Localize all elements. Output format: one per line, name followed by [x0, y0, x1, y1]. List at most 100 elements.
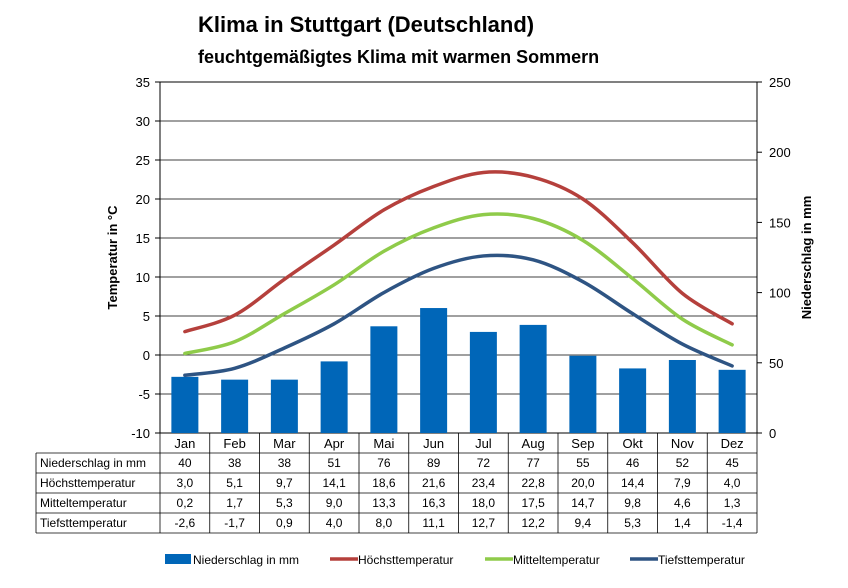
legend-label: Tiefsttemperatur	[658, 553, 745, 567]
table-cell: 38	[228, 456, 242, 470]
table-cell: 9,7	[276, 476, 293, 490]
table-cell: 72	[477, 456, 491, 470]
table-cell: 20,0	[571, 476, 595, 490]
table-cell: 40	[178, 456, 192, 470]
table-cell: 8,0	[376, 516, 393, 530]
table-cell: 14,1	[322, 476, 346, 490]
right-tick-label: 0	[769, 426, 776, 441]
legend-label: Niederschlag in mm	[193, 553, 299, 567]
left-tick-label: 10	[136, 270, 150, 285]
category-label: Mar	[273, 436, 296, 451]
table-cell: 9,4	[575, 516, 592, 530]
table-cell: 9,8	[624, 496, 641, 510]
left-tick-label: 30	[136, 114, 150, 129]
table-cell: 7,9	[674, 476, 691, 490]
chart-subtitle: feuchtgemäßigtes Klima mit warmen Sommer…	[198, 47, 600, 67]
table-cell: 89	[427, 456, 441, 470]
legend-label: Höchsttemperatur	[358, 553, 453, 567]
table-row-label: Höchsttemperatur	[40, 476, 135, 490]
table-cell: 12,2	[521, 516, 545, 530]
precipitation-bar	[171, 376, 199, 433]
table-cell: 23,4	[472, 476, 496, 490]
right-tick-label: 150	[769, 215, 791, 230]
table-cell: 4,6	[674, 496, 691, 510]
precipitation-bar	[619, 368, 647, 433]
table-cell: 18,0	[472, 496, 496, 510]
legend-label: Mitteltemperatur	[513, 553, 600, 567]
precipitation-bar	[519, 324, 547, 433]
precipitation-bar	[420, 308, 448, 433]
category-label: Jan	[174, 436, 195, 451]
table-cell: 21,6	[422, 476, 446, 490]
table-cell: 14,4	[621, 476, 645, 490]
table-cell: 22,8	[521, 476, 545, 490]
max-temperature-line	[183, 170, 734, 334]
table-cell: 5,3	[276, 496, 293, 510]
table-cell: 45	[725, 456, 739, 470]
table-cell: 4,0	[724, 476, 741, 490]
precipitation-bar	[718, 369, 746, 433]
table-cell: 14,7	[571, 496, 595, 510]
left-tick-label: 20	[136, 192, 150, 207]
table-cell: 1,4	[674, 516, 691, 530]
right-tick-label: 250	[769, 75, 791, 90]
right-tick-label: 100	[769, 286, 791, 301]
left-tick-label: 5	[143, 309, 150, 324]
right-axis-title: Niederschlag in mm	[799, 196, 814, 320]
table-cell: 17,5	[521, 496, 545, 510]
table-cell: 4,0	[326, 516, 343, 530]
precipitation-bar	[668, 359, 696, 433]
table-cell: 0,9	[276, 516, 293, 530]
table-row-label: Mitteltemperatur	[40, 496, 127, 510]
table-cell: 46	[626, 456, 640, 470]
table-cell: 3,0	[177, 476, 194, 490]
left-tick-label: 15	[136, 231, 150, 246]
table-cell: 51	[327, 456, 341, 470]
category-label: Feb	[223, 436, 245, 451]
precipitation-bar	[569, 355, 597, 433]
category-label: Sep	[571, 436, 594, 451]
table-cell: 52	[676, 456, 690, 470]
table-cell: 13,3	[372, 496, 396, 510]
table-cell: 5,3	[624, 516, 641, 530]
table-cell: 1,3	[724, 496, 741, 510]
table-row-label: Niederschlag in mm	[40, 456, 146, 470]
left-tick-label: -10	[131, 426, 150, 441]
precipitation-bar	[270, 379, 298, 433]
table-cell: 76	[377, 456, 391, 470]
table-cell: 77	[526, 456, 540, 470]
category-label: Aug	[522, 436, 545, 451]
mean-temperature-line	[183, 212, 734, 356]
left-axis-title: Temperatur in °C	[105, 205, 120, 310]
precipitation-bar	[221, 379, 249, 433]
right-tick-label: 50	[769, 356, 783, 371]
table-cell: 12,7	[472, 516, 496, 530]
category-label: Jun	[423, 436, 444, 451]
table-cell: 16,3	[422, 496, 446, 510]
min-temperature-line	[183, 253, 734, 378]
category-label: Dez	[721, 436, 744, 451]
legend-swatch-bar	[165, 554, 191, 564]
plot-area	[159, 81, 758, 434]
left-tick-label: 25	[136, 153, 150, 168]
table-row-label: Tiefsttemperatur	[40, 516, 127, 530]
table-cell: 18,6	[372, 476, 396, 490]
table-cell: 9,0	[326, 496, 343, 510]
table-cell: 55	[576, 456, 590, 470]
table-cell: 11,1	[422, 516, 445, 530]
chart-title: Klima in Stuttgart (Deutschland)	[198, 12, 535, 37]
category-label: Jul	[475, 436, 492, 451]
table-cell: 1,7	[226, 496, 243, 510]
table-cell: -1,7	[224, 516, 245, 530]
table-cell: 38	[278, 456, 292, 470]
left-tick-label: -5	[138, 387, 150, 402]
left-tick-label: 35	[136, 75, 150, 90]
right-tick-label: 200	[769, 145, 791, 160]
table-cell: 5,1	[226, 476, 243, 490]
category-label: Apr	[324, 436, 345, 451]
category-label: Nov	[671, 436, 695, 451]
precipitation-bar	[320, 361, 348, 433]
category-label: Mai	[373, 436, 394, 451]
precipitation-bar	[370, 326, 398, 433]
